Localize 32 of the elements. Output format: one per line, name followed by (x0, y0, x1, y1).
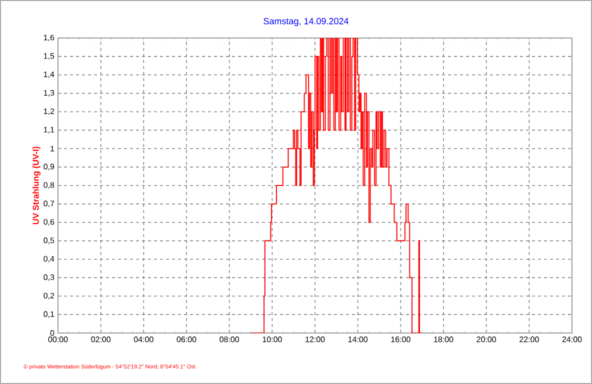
x-tick-label: 20:00 (476, 336, 496, 342)
x-tick-label: 18:00 (434, 336, 454, 342)
x-tick-label: 02:00 (91, 336, 111, 342)
y-tick-label: 0,4 (44, 256, 54, 263)
x-tick-label: 14:00 (348, 336, 368, 342)
y-axis-title: UV Strahlung (UV-I) (32, 146, 40, 224)
y-tick-label: 0,8 (44, 182, 54, 189)
x-tick-label: 12:00 (306, 336, 325, 342)
y-tick-label: 0,9 (44, 164, 54, 170)
x-tick-label: 00:00 (48, 336, 68, 342)
y-tick-label: 0,6 (44, 219, 54, 226)
x-tick-label: 16:00 (391, 336, 410, 342)
y-tick-label: 0,7 (44, 200, 54, 208)
y-tick-label: 0,2 (44, 292, 54, 300)
y-tick-label: 1,1 (44, 126, 54, 134)
x-tick-label: 10:00 (262, 336, 282, 342)
y-tick-label: 1,6 (44, 34, 54, 42)
x-tick-label: 06:00 (176, 336, 196, 342)
x-tick-label: 22:00 (520, 336, 539, 342)
x-tick-label: 24:00 (562, 336, 582, 342)
x-tick-label: 04:00 (134, 336, 154, 342)
y-tick-label: 1 (50, 146, 54, 152)
y-tick-label: 1,2 (44, 108, 54, 116)
y-tick-label: 1,4 (44, 72, 54, 78)
y-tick-label: 0,1 (44, 311, 54, 318)
y-tick-label: 1,3 (44, 90, 54, 97)
chart-title: Samstag, 14.09.2024 (264, 18, 348, 26)
y-tick-label: 1,5 (44, 53, 54, 60)
y-tick-label: 0 (50, 330, 54, 336)
y-tick-label: 0,3 (44, 274, 54, 281)
x-tick-label: 08:00 (220, 336, 240, 342)
y-tick-label: 0,5 (44, 238, 54, 244)
